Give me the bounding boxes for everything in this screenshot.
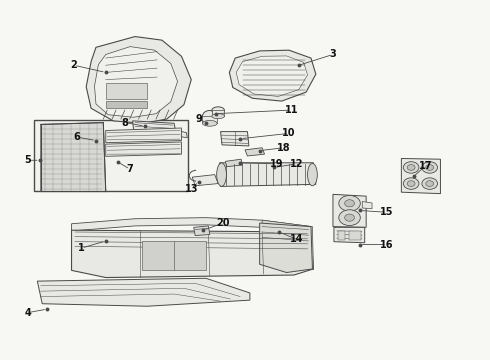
Polygon shape xyxy=(41,123,106,192)
Text: 7: 7 xyxy=(127,164,134,174)
Bar xyxy=(106,101,147,108)
Text: 4: 4 xyxy=(24,308,31,318)
Circle shape xyxy=(403,162,419,173)
Polygon shape xyxy=(106,142,181,156)
Text: 20: 20 xyxy=(216,218,230,228)
Polygon shape xyxy=(72,218,311,232)
Circle shape xyxy=(422,178,438,189)
Polygon shape xyxy=(86,37,191,123)
Circle shape xyxy=(422,162,438,173)
Text: 2: 2 xyxy=(71,60,77,70)
Circle shape xyxy=(339,195,360,211)
Ellipse shape xyxy=(212,114,224,119)
Circle shape xyxy=(407,181,415,186)
Bar xyxy=(212,111,224,116)
Ellipse shape xyxy=(212,107,224,114)
Text: 6: 6 xyxy=(73,132,80,142)
Polygon shape xyxy=(229,50,316,101)
Polygon shape xyxy=(401,158,441,194)
Bar xyxy=(202,116,217,123)
Bar xyxy=(106,83,147,99)
Polygon shape xyxy=(192,175,218,186)
Polygon shape xyxy=(262,220,314,270)
Text: 19: 19 xyxy=(270,159,284,169)
Circle shape xyxy=(426,165,434,170)
Polygon shape xyxy=(95,46,177,117)
Text: 12: 12 xyxy=(290,159,303,169)
Polygon shape xyxy=(133,121,175,132)
Polygon shape xyxy=(245,148,265,156)
Polygon shape xyxy=(72,230,314,278)
Text: 9: 9 xyxy=(195,114,202,124)
Ellipse shape xyxy=(217,163,226,186)
Polygon shape xyxy=(260,223,313,273)
Text: 14: 14 xyxy=(290,234,303,244)
Bar xyxy=(338,231,345,240)
Polygon shape xyxy=(220,163,316,186)
Polygon shape xyxy=(220,132,249,146)
Text: 8: 8 xyxy=(122,118,129,128)
Circle shape xyxy=(426,181,434,186)
Bar xyxy=(34,120,188,192)
Circle shape xyxy=(344,200,354,207)
Polygon shape xyxy=(333,194,366,227)
Circle shape xyxy=(407,165,415,170)
Text: 18: 18 xyxy=(277,143,291,153)
Text: 1: 1 xyxy=(78,243,85,253)
Circle shape xyxy=(344,214,354,221)
Polygon shape xyxy=(334,227,365,243)
Ellipse shape xyxy=(308,163,318,186)
Polygon shape xyxy=(236,56,308,96)
Text: 3: 3 xyxy=(330,49,336,59)
Ellipse shape xyxy=(202,121,217,126)
Polygon shape xyxy=(37,278,250,306)
Bar xyxy=(143,241,206,270)
Text: 5: 5 xyxy=(24,155,31,165)
Circle shape xyxy=(403,178,419,189)
Text: 13: 13 xyxy=(185,184,198,194)
Polygon shape xyxy=(106,128,181,143)
Bar xyxy=(348,231,361,240)
Polygon shape xyxy=(174,130,187,138)
Polygon shape xyxy=(194,226,210,235)
Text: 17: 17 xyxy=(419,161,433,171)
Polygon shape xyxy=(362,202,372,209)
Circle shape xyxy=(339,210,360,226)
Text: 11: 11 xyxy=(285,105,298,115)
Text: 10: 10 xyxy=(282,129,296,138)
Polygon shape xyxy=(225,159,243,167)
Ellipse shape xyxy=(202,111,217,122)
Text: 15: 15 xyxy=(380,207,393,217)
Text: 16: 16 xyxy=(380,239,393,249)
